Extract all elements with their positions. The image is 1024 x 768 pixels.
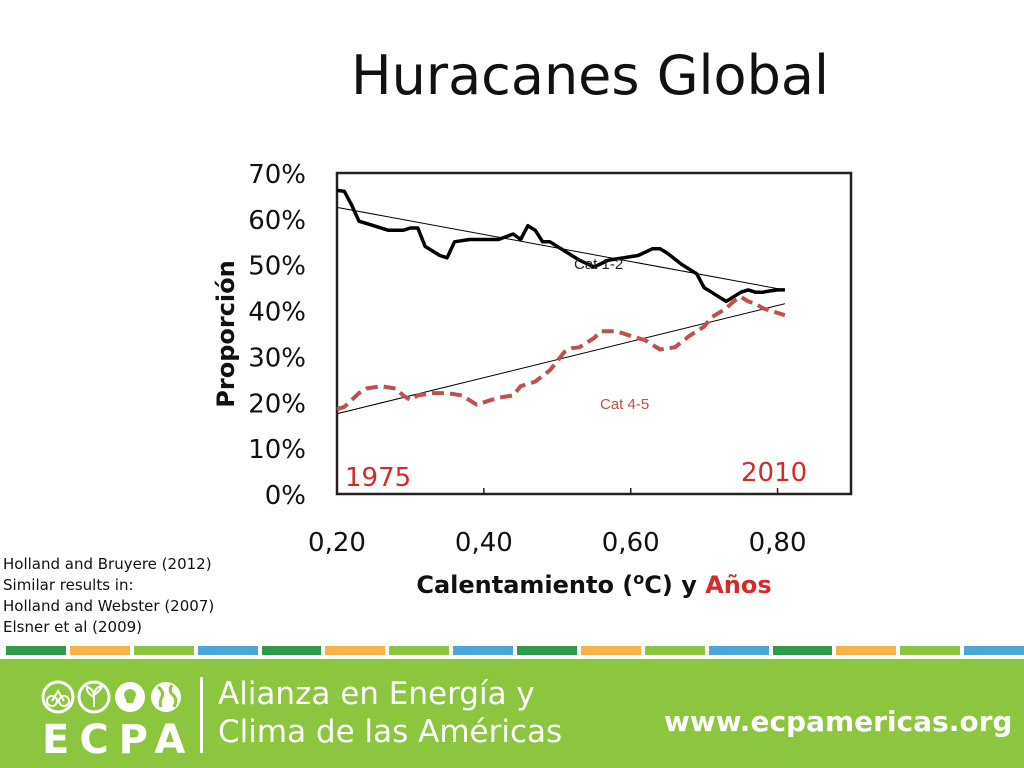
y-tick-label: 60% — [248, 206, 306, 236]
series-label-cat-1-2: Cat 1-2 — [574, 256, 623, 273]
stripe-segment — [644, 646, 705, 655]
stripe-segment — [708, 646, 769, 655]
reference-line: Holland and Bruyere (2012) — [3, 555, 212, 573]
y-tick-label: 0% — [265, 481, 306, 511]
stripe-segment — [389, 646, 450, 655]
y-tick-label: 10% — [248, 435, 306, 465]
year-label-end: 2010 — [741, 458, 807, 488]
x-tick-label: 0,60 — [602, 528, 660, 558]
bicycle-circle-icon — [41, 680, 75, 714]
stripe-segment — [261, 646, 322, 655]
x-axis-title-years: Años — [705, 571, 771, 599]
x-tick-label: 0,20 — [308, 528, 366, 558]
chart: 0%10%20%30%40%50%60%70%0,20 0,40 0,60 0,80 … — [212, 160, 853, 599]
stripe-segment — [900, 646, 961, 655]
stripe-segment — [836, 646, 897, 655]
y-tick-label: 50% — [248, 252, 306, 282]
reference-line: Similar results in: — [3, 576, 134, 594]
stripe-segment — [517, 646, 577, 655]
x-axis-title-unit: C) y — [644, 571, 705, 599]
website-link[interactable]: www.ecpamericas.org — [664, 705, 1013, 738]
year-label-start: 1975 — [345, 463, 411, 493]
y-tick-label: 30% — [248, 343, 306, 373]
globe-circle-icon — [151, 682, 181, 712]
y-tick-label: 20% — [248, 389, 306, 419]
y-axis-title: Proporción — [212, 260, 240, 407]
reference-line: Elsner et al (2009) — [3, 618, 143, 636]
y-tick-label: 40% — [248, 298, 306, 328]
bulb-circle-icon — [115, 682, 145, 712]
references: Holland and Bruyere (2012) Similar resul… — [3, 554, 214, 638]
tagline-line-2: Clima de las Américas — [218, 714, 563, 750]
slide-title: Huracanes Global — [351, 44, 829, 107]
stripe-segment — [580, 646, 641, 655]
footer-divider — [200, 677, 203, 753]
tagline-line-1: Alianza en Energía y — [218, 676, 535, 712]
series-line-cat-1-2 — [336, 188, 785, 304]
reference-line: Holland and Webster (2007) — [3, 597, 215, 615]
color-stripe — [6, 646, 1024, 655]
y-tick-label: 70% — [248, 160, 306, 190]
footer-banner: ECPA Alianza en Energía y Clima de las A… — [0, 659, 1024, 768]
stripe-segment — [325, 646, 386, 655]
plant-circle-icon — [77, 680, 111, 714]
stripe-segment — [453, 646, 513, 655]
series-line-cat-4-5 — [336, 294, 786, 412]
x-tick-label: 0,80 — [749, 528, 807, 558]
stripe-segment — [69, 646, 130, 655]
series-label-cat-4-5: Cat 4-5 — [600, 396, 649, 413]
stripe-segment — [197, 646, 258, 655]
x-axis-title-main: Calentamiento ( — [416, 571, 633, 599]
organization-name: Alianza en Energía y Clima de las Améric… — [218, 675, 562, 751]
stripe-segment — [964, 646, 1024, 655]
plot-frame — [335, 171, 853, 496]
stripe-segment — [772, 646, 833, 655]
x-axis-title-sup: o — [633, 569, 644, 588]
x-axis-title: Calentamiento (oC) y Años — [416, 569, 771, 599]
logo-icons — [41, 680, 181, 714]
logo-wordmark: ECPA — [42, 717, 196, 763]
x-tick-label: 0,40 — [455, 528, 513, 558]
stripe-segment — [133, 646, 194, 655]
stripe-segment — [6, 646, 66, 655]
